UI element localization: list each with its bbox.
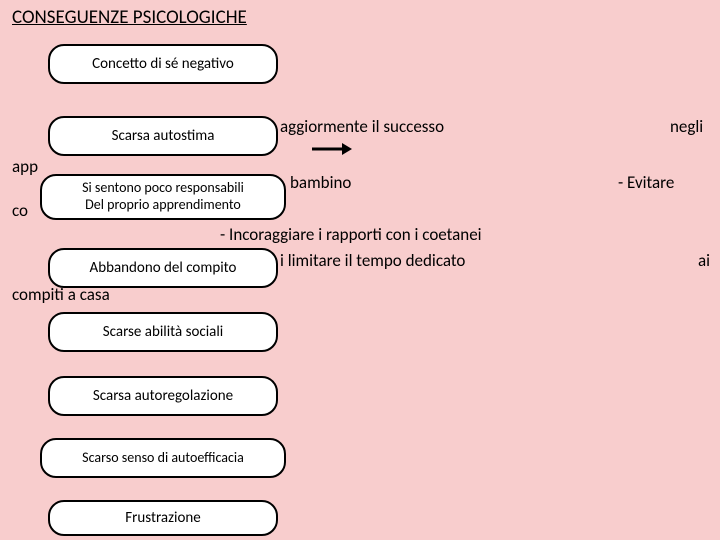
bgtext-9: ai (698, 250, 710, 271)
bgtext-5: - Evitare (618, 172, 674, 193)
arrow-icon (312, 142, 352, 156)
box-concetto: Concetto di sé negativo (48, 44, 278, 84)
box-autostima: Scarsa autostima (48, 116, 278, 156)
box-responsabili: Si sentono poco responsabili Del proprio… (40, 174, 286, 220)
page-title: CONSEGUENZE PSICOLOGICHE (12, 6, 247, 29)
box-abbandono: Abbandono del compito (48, 248, 278, 288)
box-label: Scarsa autoregolazione (93, 387, 233, 405)
box-label: Frustrazione (125, 509, 200, 527)
box-label: Scarse abilità sociali (103, 323, 223, 341)
box-autoefficacia: Scarso senso di autoefficacia (40, 438, 286, 478)
bgtext-3: app (12, 156, 38, 177)
box-abilita: Scarse abilità sociali (48, 312, 278, 352)
bgtext-2: negli (670, 116, 703, 137)
box-label: Scarso senso di autoefficacia (82, 450, 244, 467)
bgtext-7: - Incoraggiare i rapporti con i coetanei (220, 224, 482, 245)
box-label-line1: Si sentono poco responsabili (82, 180, 244, 197)
bgtext-4: bambino (290, 172, 351, 193)
box-label: Abbandono del compito (90, 259, 237, 277)
bgtext-1: aggiormente il successo (280, 116, 444, 137)
box-label-line2: Del proprio apprendimento (85, 197, 241, 214)
bgtext-8: i limitare il tempo dedicato (280, 250, 465, 271)
bgtext-6: co (12, 200, 28, 221)
box-autoregolazione: Scarsa autoregolazione (48, 376, 278, 416)
box-label: Concetto di sé negativo (92, 55, 234, 73)
box-frustrazione: Frustrazione (48, 500, 278, 536)
box-label: Scarsa autostima (112, 127, 215, 145)
